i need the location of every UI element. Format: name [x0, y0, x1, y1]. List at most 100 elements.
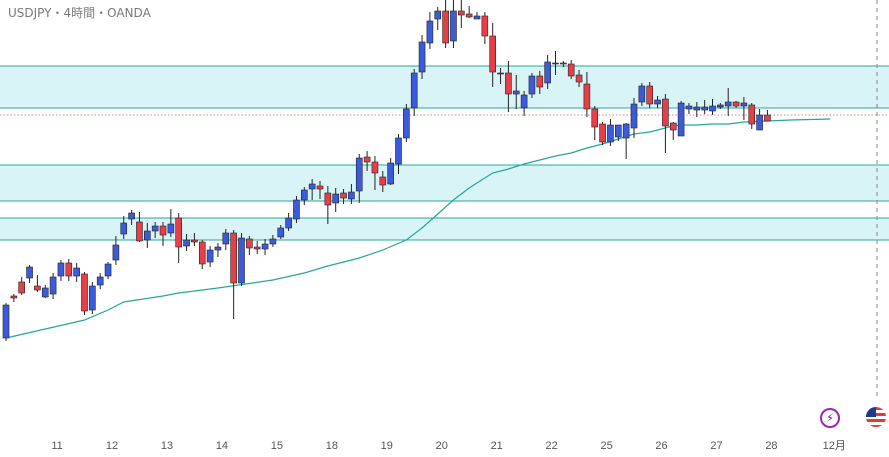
- candle-body: [316, 185, 324, 190]
- candle-body: [512, 90, 520, 95]
- candle-92: [724, 88, 732, 116]
- candle-body: [112, 244, 120, 261]
- candle-83: [654, 96, 661, 108]
- candle-body: [497, 72, 504, 75]
- candle-6: [49, 273, 57, 299]
- candle-69: [544, 55, 551, 89]
- candle-13: [104, 262, 112, 279]
- candle-21: [167, 209, 175, 237]
- candle-49: [387, 158, 394, 185]
- candle-body: [528, 75, 536, 95]
- candle-1: [10, 294, 18, 302]
- candle-20: [159, 222, 167, 246]
- candle-body: [340, 192, 347, 199]
- candle-96: [756, 109, 763, 131]
- candle-14: [112, 236, 120, 265]
- candle-17: [136, 212, 143, 242]
- candle-body: [26, 266, 33, 279]
- lightning-button[interactable]: ⚡: [820, 408, 840, 428]
- candle-body: [128, 212, 135, 220]
- candle-78: [614, 124, 622, 141]
- candle-66: [520, 91, 528, 116]
- candle-64: [505, 61, 512, 112]
- candle-body: [269, 238, 277, 245]
- x-axis-labels: 11 12 13 14 15 18 19 20 21 22 25 26 27 28 12月: [51, 440, 845, 452]
- x-tick-label: 18: [326, 440, 338, 452]
- candle-3: [26, 265, 33, 283]
- x-tick-label: 27: [710, 440, 722, 452]
- candle-8: [65, 259, 73, 281]
- candle-27: [214, 243, 222, 257]
- candle-37: [293, 196, 300, 223]
- candle-body: [324, 192, 332, 206]
- candle-body: [300, 189, 308, 201]
- candle-62: [489, 23, 497, 87]
- candle-body: [395, 137, 402, 165]
- candle-90: [709, 99, 716, 115]
- candle-43: [340, 189, 347, 204]
- candle-body: [238, 237, 245, 284]
- candle-97: [764, 110, 771, 122]
- candle-18: [144, 223, 151, 248]
- candle-44: [348, 184, 355, 204]
- candle-75: [591, 106, 599, 140]
- candle-4: [34, 275, 41, 292]
- lightning-icon: ⚡: [825, 411, 835, 425]
- candle-body: [520, 94, 528, 109]
- candle-body: [764, 114, 771, 122]
- candle-body: [41, 287, 49, 298]
- candle-body: [332, 193, 340, 204]
- candle-19: [151, 222, 159, 238]
- candle-26: [206, 246, 214, 267]
- candle-91: [717, 103, 724, 109]
- candle-42: [332, 188, 340, 212]
- candle-body: [308, 183, 316, 190]
- candle-body: [222, 232, 230, 245]
- candle-60: [473, 12, 481, 20]
- candle-47: [371, 156, 379, 190]
- candle-52: [410, 69, 418, 116]
- candle-body: [355, 157, 363, 192]
- candle-body: [465, 13, 473, 18]
- x-tick-label: 19: [381, 440, 393, 452]
- candle-body: [654, 99, 661, 105]
- candle-body: [159, 225, 167, 236]
- us-flag-icon[interactable]: [866, 407, 886, 427]
- candle-body: [505, 72, 512, 95]
- candle-body: [73, 267, 80, 277]
- candle-body: [693, 106, 701, 111]
- candle-body: [560, 62, 567, 65]
- candle-body: [473, 15, 481, 20]
- candle-body: [81, 273, 88, 312]
- candle-72: [567, 60, 575, 79]
- candle-39: [308, 179, 316, 200]
- candle-body: [175, 217, 182, 248]
- candle-body: [552, 62, 559, 65]
- candle-body: [709, 105, 716, 112]
- support-resistance-zones: [0, 65, 889, 241]
- candle-body: [450, 10, 457, 42]
- candle-7: [57, 260, 65, 281]
- candle-30: [238, 233, 245, 286]
- candle-77: [607, 119, 614, 146]
- candle-body: [457, 10, 465, 16]
- candle-body: [277, 227, 285, 238]
- candle-73: [575, 70, 583, 87]
- x-tick-label: 26: [655, 440, 667, 452]
- candle-23: [183, 234, 190, 251]
- candle-body: [677, 102, 685, 137]
- candle-body: [104, 263, 112, 277]
- candle-body: [410, 72, 418, 109]
- candle-81: [638, 83, 646, 106]
- x-tick-label: 13: [161, 440, 173, 452]
- candle-body: [253, 246, 261, 250]
- candle-12: [96, 273, 104, 289]
- candle-38: [300, 187, 308, 205]
- candle-24: [191, 233, 198, 246]
- candle-body: [183, 239, 190, 247]
- candle-51: [403, 104, 410, 142]
- candle-body: [10, 295, 18, 299]
- candle-body: [717, 104, 724, 108]
- candle-36: [285, 213, 292, 231]
